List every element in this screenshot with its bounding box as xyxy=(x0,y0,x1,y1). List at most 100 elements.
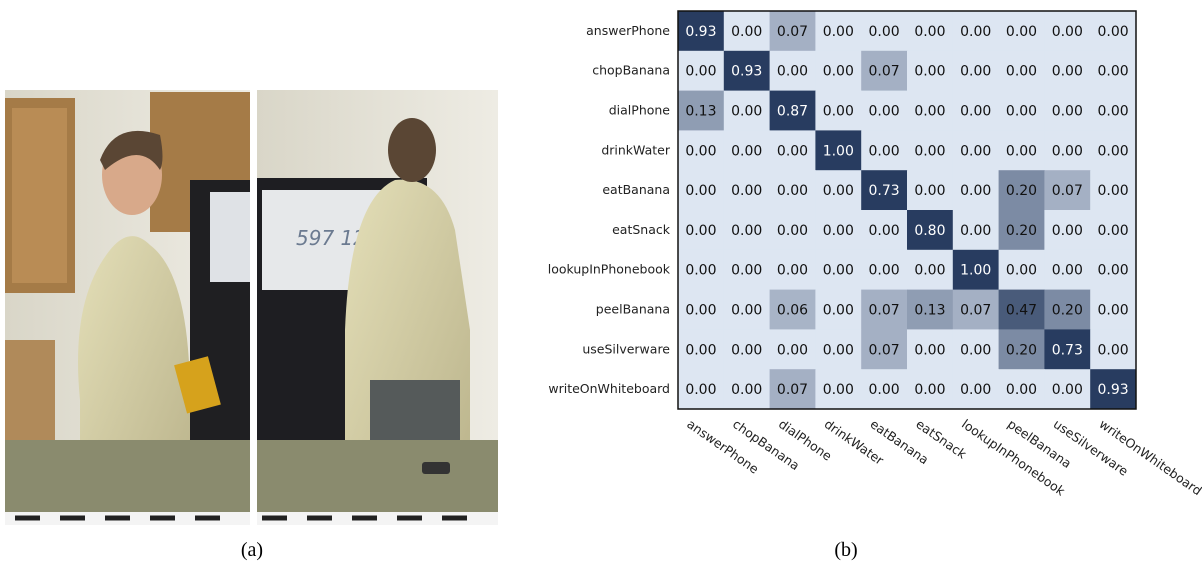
cell-value: 0.00 xyxy=(1098,342,1129,358)
caption-b: (b) xyxy=(834,539,857,561)
cell xyxy=(861,289,908,330)
cell xyxy=(1090,369,1137,410)
cell-value: 0.00 xyxy=(685,303,716,319)
cell xyxy=(952,210,1000,251)
cell-value: 0.00 xyxy=(960,64,991,80)
cell-value: 0.93 xyxy=(685,24,716,40)
cell xyxy=(723,130,771,171)
cell-value: 0.20 xyxy=(1006,223,1037,239)
row-label: peelBanana xyxy=(596,302,670,317)
cell-value: 0.00 xyxy=(914,183,945,199)
cell xyxy=(952,369,1000,410)
cell-value: 0.00 xyxy=(914,104,945,120)
cell xyxy=(1090,289,1137,330)
cell-value: 0.00 xyxy=(960,143,991,159)
cell xyxy=(907,249,954,291)
cell-value: 0.13 xyxy=(685,104,716,120)
cell xyxy=(1044,329,1091,370)
cell xyxy=(769,11,816,52)
cell xyxy=(1044,11,1091,52)
cell-value: 0.06 xyxy=(777,303,808,319)
cell-value: 1.00 xyxy=(960,263,991,279)
cell-value: 0.20 xyxy=(1006,183,1037,199)
cell xyxy=(861,369,908,410)
row-label: eatBanana xyxy=(602,182,670,197)
cell xyxy=(1044,369,1091,410)
cell-value: 0.00 xyxy=(685,64,716,80)
cell-value: 0.00 xyxy=(1098,263,1129,279)
cell-value: 0.00 xyxy=(869,24,900,40)
cell-value: 0.00 xyxy=(1006,104,1037,120)
cell-value: 0.73 xyxy=(1052,342,1083,358)
cell-value: 0.00 xyxy=(777,342,808,358)
cell-value: 0.00 xyxy=(731,143,762,159)
cell xyxy=(998,369,1045,410)
cell-value: 0.00 xyxy=(1098,143,1129,159)
cell-value: 0.00 xyxy=(1006,64,1037,80)
cell-value: 0.00 xyxy=(869,143,900,159)
cell xyxy=(952,289,1000,330)
cell xyxy=(769,249,816,291)
cell-value: 0.07 xyxy=(869,342,900,358)
cell xyxy=(998,90,1045,131)
cell-value: 0.00 xyxy=(1098,183,1129,199)
cell-value: 0.07 xyxy=(1052,183,1083,199)
cell-value: 0.00 xyxy=(960,223,991,239)
row-label: drinkWater xyxy=(601,142,671,157)
cell-value: 0.00 xyxy=(1006,24,1037,40)
cell-value: 0.00 xyxy=(1052,143,1083,159)
cell xyxy=(815,329,862,370)
cell xyxy=(815,90,862,131)
cell xyxy=(815,50,862,92)
cell-value: 0.00 xyxy=(914,64,945,80)
confusion-matrix: 0.93 0.00 0.07 0.00 0.00 0.00 0.00 0.00 0.00 0.00… xyxy=(548,10,1202,499)
cell xyxy=(907,170,954,211)
cell xyxy=(861,329,908,370)
cell-value: 0.00 xyxy=(869,382,900,398)
photo-left xyxy=(5,90,250,525)
cell-value: 0.00 xyxy=(823,223,854,239)
cell xyxy=(907,369,954,410)
cell xyxy=(1090,170,1137,211)
cell-value: 0.00 xyxy=(731,382,762,398)
cell-value: 0.13 xyxy=(914,303,945,319)
row-label: eatSnack xyxy=(612,222,671,237)
cell-value: 0.93 xyxy=(731,64,762,80)
cell-value: 0.00 xyxy=(1006,263,1037,279)
cell xyxy=(952,50,1000,92)
cell-value: 0.00 xyxy=(731,183,762,199)
cell-value: 0.00 xyxy=(823,104,854,120)
row-label: answerPhone xyxy=(586,23,670,38)
cell-value: 0.00 xyxy=(685,183,716,199)
cell xyxy=(907,90,954,131)
cell-value: 1.00 xyxy=(823,143,854,159)
cell xyxy=(861,90,908,131)
cell xyxy=(998,210,1045,251)
cell xyxy=(1090,329,1137,370)
cell-value: 0.00 xyxy=(823,183,854,199)
cell xyxy=(723,369,771,410)
cell xyxy=(861,249,908,291)
cell xyxy=(1044,249,1091,291)
cell-value: 0.00 xyxy=(869,263,900,279)
cell xyxy=(998,50,1045,92)
cell-value: 0.00 xyxy=(1052,104,1083,120)
cell xyxy=(907,329,954,370)
cell xyxy=(1044,210,1091,251)
cell xyxy=(815,210,862,251)
cell xyxy=(1090,50,1137,92)
cell-value: 0.07 xyxy=(869,303,900,319)
cell-value: 0.00 xyxy=(1052,382,1083,398)
cell-value: 0.00 xyxy=(731,263,762,279)
cell xyxy=(815,249,862,291)
cell-value: 0.00 xyxy=(823,303,854,319)
cell-value: 0.87 xyxy=(777,104,808,120)
cell-value: 0.00 xyxy=(914,143,945,159)
cell xyxy=(678,210,725,251)
cell xyxy=(815,369,862,410)
cell xyxy=(1044,170,1091,211)
cell-value: 0.00 xyxy=(777,263,808,279)
whiteboard-text: 597 12 xyxy=(296,226,366,250)
cell xyxy=(678,170,725,211)
